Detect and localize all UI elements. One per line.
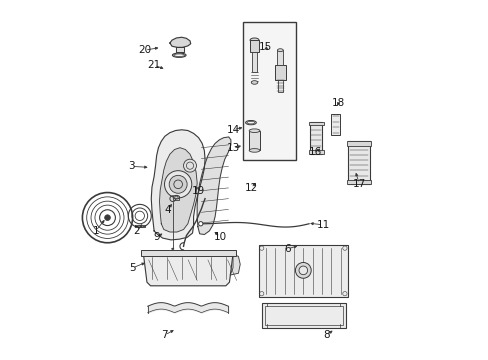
Text: 8: 8 [323, 330, 329, 340]
Ellipse shape [249, 149, 260, 152]
Text: 5: 5 [129, 263, 136, 273]
Polygon shape [169, 37, 190, 47]
Polygon shape [197, 137, 230, 234]
Text: 9: 9 [153, 232, 160, 242]
Bar [308, 122, 323, 125]
Ellipse shape [249, 38, 259, 42]
Ellipse shape [172, 53, 185, 57]
Text: 21: 21 [147, 60, 161, 70]
Text: 2: 2 [133, 226, 140, 236]
Ellipse shape [245, 121, 256, 125]
Ellipse shape [246, 121, 254, 124]
Bar [346, 180, 370, 184]
Bar [308, 150, 323, 154]
Text: 17: 17 [352, 179, 365, 189]
Text: 1: 1 [92, 226, 99, 236]
Bar [309, 122, 322, 154]
Text: 14: 14 [226, 125, 239, 135]
Text: 20: 20 [138, 45, 151, 55]
Bar [261, 303, 345, 328]
Polygon shape [151, 130, 204, 240]
Bar [140, 250, 235, 256]
Text: 12: 12 [244, 183, 257, 193]
Ellipse shape [249, 129, 260, 132]
Bar [252, 51, 256, 72]
Ellipse shape [174, 54, 184, 57]
Text: 15: 15 [258, 42, 271, 52]
Bar [274, 64, 285, 80]
Bar [258, 245, 347, 297]
Text: 7: 7 [161, 330, 168, 340]
Bar [331, 114, 340, 135]
Text: 6: 6 [284, 244, 290, 254]
Ellipse shape [173, 195, 179, 199]
Bar [242, 22, 296, 160]
Circle shape [183, 159, 196, 172]
Bar [250, 40, 259, 51]
Circle shape [198, 222, 203, 226]
Text: 18: 18 [331, 98, 345, 108]
Polygon shape [159, 148, 197, 232]
Bar [348, 141, 369, 184]
Circle shape [298, 266, 307, 275]
Bar [264, 306, 342, 325]
Bar [277, 80, 282, 92]
Polygon shape [230, 253, 240, 275]
Ellipse shape [171, 248, 174, 249]
Bar [277, 50, 283, 64]
Circle shape [164, 171, 191, 198]
Text: 16: 16 [308, 147, 322, 157]
Ellipse shape [277, 49, 283, 51]
Circle shape [104, 215, 110, 221]
Text: 19: 19 [192, 186, 205, 197]
Circle shape [295, 262, 310, 278]
Polygon shape [175, 47, 183, 51]
Text: 10: 10 [213, 232, 226, 242]
Bar [173, 194, 179, 200]
Text: 13: 13 [226, 143, 239, 153]
Polygon shape [143, 253, 233, 286]
Circle shape [169, 175, 187, 193]
Polygon shape [135, 225, 144, 226]
Text: 11: 11 [316, 220, 329, 230]
Ellipse shape [251, 81, 257, 84]
Text: 4: 4 [164, 206, 170, 216]
Bar [249, 131, 260, 150]
Text: 3: 3 [128, 161, 135, 171]
Bar [346, 141, 370, 145]
